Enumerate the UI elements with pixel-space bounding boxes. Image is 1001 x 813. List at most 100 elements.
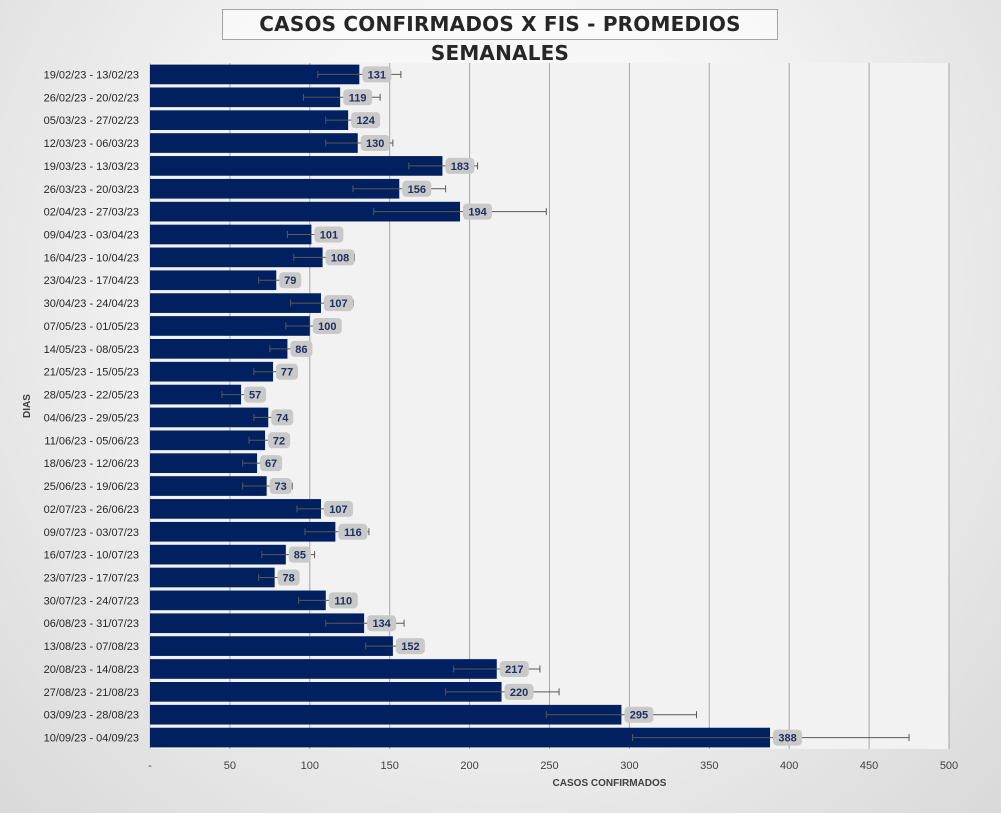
data-label-bg <box>445 157 475 174</box>
data-label-bg <box>343 89 373 106</box>
bar <box>150 659 497 679</box>
data-label: 388 <box>778 733 796 745</box>
data-label: 86 <box>295 344 307 356</box>
x-tick-label: 250 <box>540 760 558 772</box>
data-label: 85 <box>294 550 306 562</box>
category-label: 02/04/23 - 27/03/23 <box>44 207 139 219</box>
data-label: 119 <box>349 92 367 104</box>
data-label-bg <box>395 638 425 655</box>
data-label: 67 <box>265 458 277 470</box>
category-label: 11/06/23 - 05/06/23 <box>44 435 139 447</box>
category-label: 27/08/23 - 21/08/23 <box>44 687 139 699</box>
data-label-bg <box>362 66 392 83</box>
data-label: 217 <box>505 664 523 676</box>
data-label: 74 <box>276 412 289 424</box>
data-label: 107 <box>329 504 347 516</box>
data-label: 220 <box>510 687 528 699</box>
bar <box>150 293 321 313</box>
data-label: 183 <box>451 161 469 173</box>
data-label: 295 <box>630 710 648 722</box>
bar <box>150 384 242 405</box>
bar <box>150 499 321 519</box>
category-label: 19/03/23 - 13/03/23 <box>44 161 139 173</box>
data-label-bg <box>328 592 358 609</box>
data-label-bg <box>279 272 302 289</box>
bar <box>150 544 286 565</box>
data-label: 194 <box>468 207 487 219</box>
category-label: 23/04/23 - 17/04/23 <box>44 275 139 287</box>
bar <box>150 636 393 656</box>
data-label: 134 <box>372 618 391 630</box>
bar <box>150 247 323 268</box>
bar <box>150 407 269 428</box>
bar <box>150 270 277 291</box>
bar <box>150 361 274 382</box>
bar <box>150 430 266 451</box>
bar <box>150 224 312 245</box>
data-label: 79 <box>284 275 296 287</box>
x-axis-title: CASOS CONFIRMADOS <box>553 778 667 789</box>
bar <box>150 613 365 634</box>
data-label: 130 <box>366 138 384 150</box>
bar <box>150 567 275 588</box>
data-label: 108 <box>331 252 349 264</box>
category-label: 30/07/23 - 24/07/23 <box>44 595 139 607</box>
data-label-bg <box>276 363 299 380</box>
data-label: 72 <box>273 435 285 447</box>
data-label-bg <box>504 683 534 700</box>
data-label: 57 <box>249 390 261 402</box>
data-label-bg <box>367 615 397 632</box>
bar <box>150 316 310 336</box>
category-label: 06/08/23 - 31/07/23 <box>44 618 139 630</box>
category-label: 07/05/23 - 01/05/23 <box>44 321 139 333</box>
data-label: 131 <box>368 69 386 81</box>
category-label: 09/04/23 - 03/04/23 <box>44 230 139 242</box>
x-tick-label: 500 <box>940 760 958 772</box>
bar <box>150 64 360 85</box>
x-tick-label: 50 <box>224 760 236 772</box>
bar <box>150 682 502 702</box>
x-tick-label: 200 <box>460 760 478 772</box>
bar <box>150 727 771 748</box>
category-label: 26/02/23 - 20/02/23 <box>44 92 139 104</box>
bar <box>150 453 258 473</box>
bar <box>150 704 622 725</box>
category-label: 03/09/23 - 28/08/23 <box>44 710 139 722</box>
category-label: 21/05/23 - 15/05/23 <box>44 367 139 379</box>
bar <box>150 87 341 108</box>
category-label: 02/07/23 - 26/06/23 <box>44 504 139 516</box>
x-tick-label: - <box>148 760 152 772</box>
category-label: 26/03/23 - 20/03/23 <box>44 184 139 196</box>
data-label: 124 <box>356 115 375 127</box>
y-axis-title: DIAS <box>22 394 33 418</box>
data-label: 78 <box>283 573 295 585</box>
category-label: 10/09/23 - 04/09/23 <box>44 733 139 745</box>
x-tick-label: 100 <box>301 760 319 772</box>
data-label-bg <box>271 409 294 426</box>
category-label: 18/06/23 - 12/06/23 <box>44 458 139 470</box>
bar <box>150 156 443 176</box>
x-tick-label: 400 <box>780 760 798 772</box>
bar <box>150 178 400 199</box>
data-label-bg <box>244 386 267 403</box>
bar <box>150 201 461 222</box>
x-tick-label: 150 <box>381 760 399 772</box>
data-label-bg <box>402 180 432 197</box>
bar <box>150 590 326 611</box>
data-label: 110 <box>334 595 352 607</box>
data-label-bg <box>325 249 355 266</box>
data-label-bg <box>269 478 292 495</box>
data-label: 152 <box>401 641 419 653</box>
category-label: 16/07/23 - 10/07/23 <box>44 550 139 562</box>
data-label-bg <box>499 660 529 677</box>
data-label-bg <box>314 226 344 243</box>
data-label: 116 <box>344 527 362 539</box>
data-label: 107 <box>329 298 347 310</box>
bar <box>150 110 349 130</box>
bar <box>150 521 336 542</box>
category-label: 14/05/23 - 08/05/23 <box>44 344 139 356</box>
category-label: 12/03/23 - 06/03/23 <box>44 138 139 150</box>
category-label: 30/04/23 - 24/04/23 <box>44 298 139 310</box>
data-label-bg <box>338 523 368 540</box>
